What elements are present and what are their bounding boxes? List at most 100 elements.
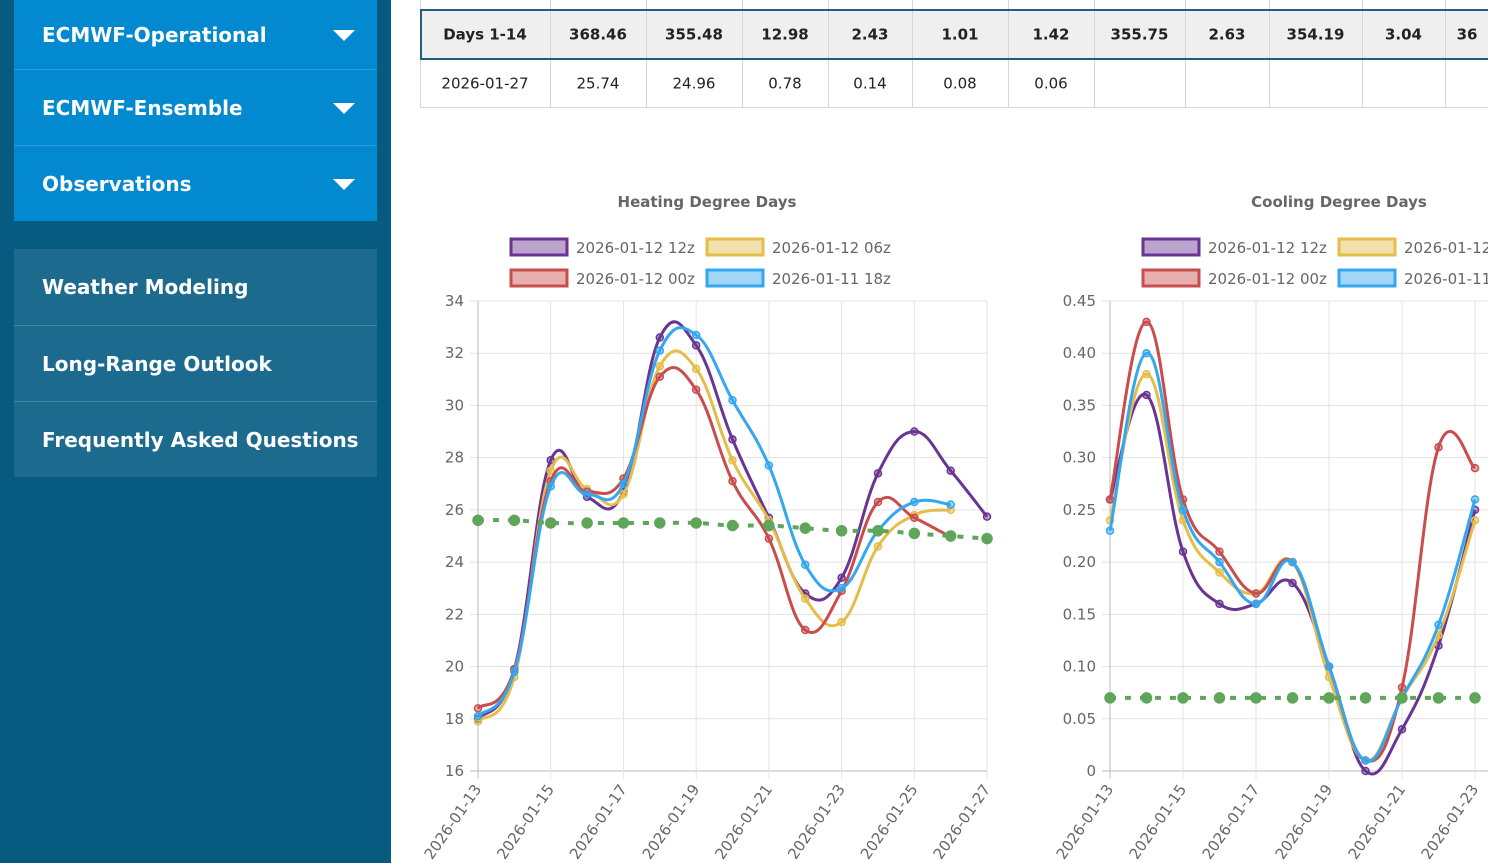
y-tick-label: 16: [445, 762, 464, 780]
data-point: [1397, 693, 1407, 703]
data-point: [1434, 442, 1443, 452]
data-point: [546, 476, 555, 486]
data-point: [1251, 599, 1261, 609]
data-point: [691, 330, 701, 340]
legend-swatch: [509, 237, 569, 257]
data-point: [655, 346, 665, 355]
data-point: [1324, 662, 1334, 671]
dropdown-arrow: [333, 29, 355, 41]
data-point: [799, 522, 811, 534]
data-point: [546, 456, 555, 465]
data-point: [1361, 756, 1370, 765]
data-point: [1142, 390, 1151, 400]
data-point: [546, 482, 555, 491]
nav-link[interactable]: Long-Range Outlook: [14, 326, 377, 402]
data-point: [1178, 516, 1188, 525]
data-point: [510, 667, 519, 677]
data-point: [1469, 692, 1481, 704]
nav-link[interactable]: Frequently Asked Questions: [14, 402, 377, 477]
y-tick-label: 26: [445, 501, 464, 519]
table-cell: 355.48: [665, 26, 723, 44]
data-point: [619, 474, 628, 483]
data-point: [981, 532, 993, 545]
nav-link-label: Long-Range Outlook: [42, 351, 272, 376]
dropdown[interactable]: ECMWF-Operational: [14, 0, 377, 70]
legend-swatch: [1337, 237, 1397, 257]
data-point: [1250, 692, 1262, 704]
legend-swatch: [1141, 237, 1201, 257]
y-tick-label: 20: [445, 658, 464, 676]
data-point: [1397, 683, 1407, 692]
y-tick-label: 0: [1086, 762, 1096, 780]
x-tick-label: 2026-01-19: [1272, 781, 1337, 863]
data-point: [837, 617, 846, 627]
data-point: [910, 427, 919, 436]
data-point: [582, 484, 592, 494]
table-cell: 25.74: [577, 75, 620, 93]
data-point: [1215, 557, 1224, 567]
data-point: [1251, 599, 1261, 609]
data-point: [873, 469, 883, 478]
data-point: [582, 492, 592, 502]
dropdown[interactable]: Observations: [14, 146, 377, 221]
legend-label: 2026-01-12 12z: [1208, 239, 1327, 257]
x-tick-label: 2026-01-15: [1126, 781, 1191, 863]
x-tick-label: 2026-01-19: [639, 781, 704, 863]
table-cell: 0.78: [768, 75, 801, 93]
legend-swatch: [1337, 268, 1397, 288]
y-tick-label: 0.15: [1063, 605, 1096, 623]
y-tick-label: 32: [445, 344, 464, 362]
table-cell: 0.14: [853, 75, 886, 93]
data-point: [510, 672, 519, 682]
x-tick-label: 2026-01-13: [1053, 781, 1118, 863]
y-tick-label: 22: [445, 605, 464, 623]
legend-swatch: [705, 268, 765, 288]
data-point: [873, 497, 883, 507]
y-tick-label: 28: [445, 449, 464, 467]
data-point: [1434, 641, 1443, 650]
table-cell: 0.06: [1034, 75, 1067, 93]
data-point: [1215, 547, 1224, 556]
data-point: [655, 333, 665, 342]
data-point: [910, 497, 919, 507]
series-line: [476, 326, 951, 718]
data-point: [800, 560, 810, 569]
summary-row: [420, 10, 1488, 59]
data-point: [946, 500, 955, 509]
table-cell: 24.96: [673, 75, 716, 93]
y-tick-label: 30: [445, 396, 464, 414]
data-point: [1432, 692, 1445, 704]
data-point: [619, 479, 628, 489]
series-line: [1108, 372, 1477, 763]
data-point: [691, 385, 701, 395]
dropdown-arrow: [333, 178, 355, 190]
nav-link[interactable]: Weather Modeling: [14, 249, 377, 326]
data-point: [1361, 766, 1370, 776]
data-point: [764, 516, 774, 525]
data-point: [728, 456, 737, 465]
legend-label: 2026-01-12 00z: [576, 270, 695, 288]
data-point: [1397, 724, 1407, 734]
series-line: [1108, 351, 1477, 763]
data-point: [1178, 547, 1188, 556]
data-point: [1104, 692, 1116, 704]
y-tick-label: 0.40: [1063, 344, 1096, 362]
data-point: [800, 589, 810, 598]
series-line: [477, 518, 988, 541]
x-tick-label: 2026-01-17: [566, 781, 631, 863]
data-point: [837, 586, 846, 596]
dropdown[interactable]: ECMWF-Ensemble: [14, 70, 377, 146]
data-point: [944, 530, 957, 542]
data-point: [1215, 599, 1224, 609]
x-tick-label: 2026-01-27: [930, 781, 995, 863]
data-point: [582, 487, 592, 496]
data-point: [873, 526, 883, 536]
y-tick-label: 0.20: [1063, 553, 1096, 571]
data-point: [1434, 630, 1443, 640]
link-menu: Weather Modeling Long-Range Outlook Freq…: [14, 249, 377, 477]
data-point: [581, 517, 593, 529]
table-cell: 368.46: [569, 26, 627, 44]
table-cell: 2026-01-27: [441, 75, 528, 93]
data-point: [1105, 495, 1115, 504]
